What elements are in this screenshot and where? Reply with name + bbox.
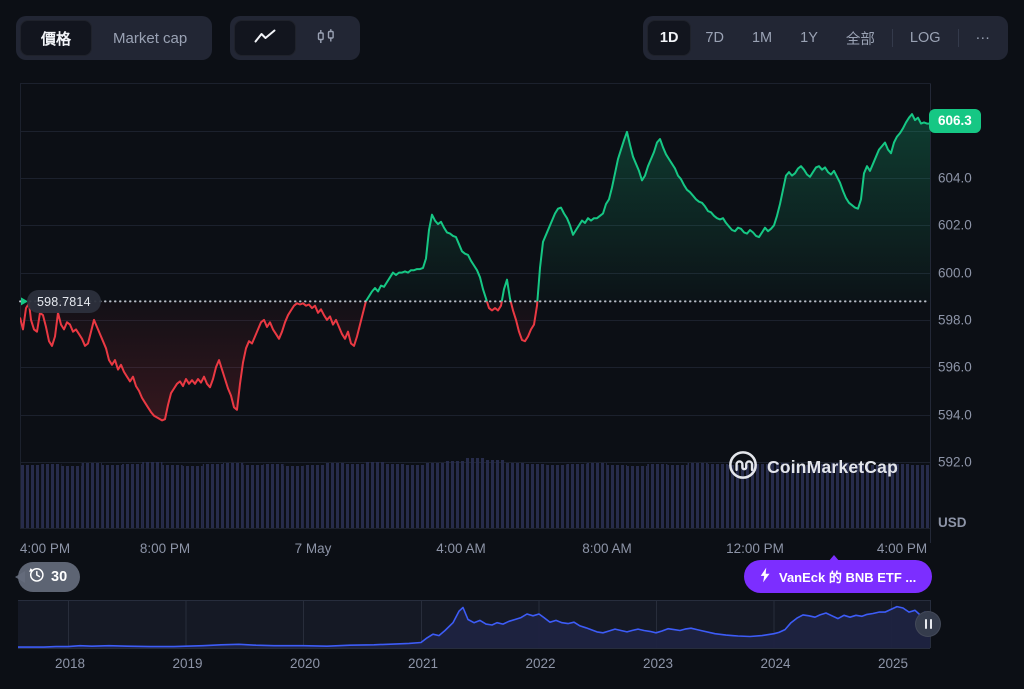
watermark-text: CoinMarketCap — [767, 457, 898, 477]
history-replay-count: 30 — [51, 569, 68, 585]
x-axis-tick-label: 8:00 PM — [139, 541, 191, 556]
x-axis-tick-label: 4:00 PM — [19, 541, 71, 556]
x-axis-tick-label: 8:00 AM — [582, 541, 632, 556]
timeline-year-label: 2025 — [877, 656, 909, 671]
range-1m[interactable]: 1M — [751, 30, 773, 46]
timeline-selection-handle[interactable] — [915, 611, 941, 637]
x-axis-tick-label: 7 May — [294, 541, 332, 556]
timeline-year-label: 2021 — [407, 656, 439, 671]
candlestick-icon — [316, 28, 336, 48]
range-1d[interactable]: 1D — [646, 20, 692, 56]
y-axis-tick-label: 600.0 — [938, 265, 972, 281]
coinmarketcap-logo-icon — [728, 450, 758, 485]
tab-price[interactable]: 價格 — [20, 20, 93, 56]
range-7d[interactable]: 7D — [705, 30, 724, 46]
y-axis-tick-label: 602.0 — [938, 217, 972, 233]
news-event-text: VanEck 的 BNB ETF ... — [779, 570, 917, 585]
price-axis-unit: USD — [938, 515, 967, 530]
chart-toolbar: 價格 Market cap 1D 7D 1M — [16, 16, 1008, 60]
current-price-badge: 606.3 — [929, 109, 981, 133]
y-axis-tick-label: 604.0 — [938, 170, 972, 186]
timeline-year-label: 2020 — [289, 656, 321, 671]
candlestick-chart-type-button[interactable] — [296, 20, 356, 56]
toolbar-divider — [891, 29, 893, 47]
y-axis-tick-label: 596.0 — [938, 359, 972, 375]
watermark: CoinMarketCap — [728, 450, 898, 485]
clock-history-icon — [28, 566, 45, 588]
more-options-button[interactable]: ··· — [975, 30, 991, 46]
y-axis-tick-label: 594.0 — [938, 407, 972, 422]
time-range-selector: 1D 7D 1M 1Y 全部 LOG ··· — [642, 16, 1008, 60]
line-chart-icon — [254, 29, 276, 47]
timeline-year-label: 2018 — [54, 656, 86, 671]
tab-market-cap[interactable]: Market cap — [113, 29, 188, 47]
toolbar-divider — [957, 29, 959, 47]
range-1y[interactable]: 1Y — [800, 30, 818, 46]
range-all[interactable]: 全部 — [845, 31, 875, 48]
line-chart-type-button[interactable] — [234, 20, 297, 56]
history-replay-badge[interactable]: 30 — [18, 562, 81, 592]
timeline-year-label: 2022 — [525, 656, 556, 671]
previous-close-label: 598.7814 — [27, 290, 101, 313]
metric-toggle: 價格 Market cap — [16, 16, 213, 60]
x-axis-tick-label: 12:00 PM — [726, 541, 784, 556]
timeline-year-label: 2019 — [172, 656, 203, 671]
timeline-year-label: 2024 — [760, 656, 791, 671]
news-event-badge[interactable]: VanEck 的 BNB ETF ... — [744, 555, 933, 593]
x-axis-tick-label: 4:00 PM — [876, 541, 928, 556]
log-scale-toggle[interactable]: LOG — [909, 30, 941, 46]
lightning-bolt-icon — [760, 567, 771, 586]
timeline-scrubber[interactable] — [18, 600, 930, 648]
y-axis-tick-label: 592.0 — [938, 454, 972, 470]
x-axis-tick-label: 4:00 AM — [436, 541, 486, 556]
chart-type-toggle — [230, 16, 361, 60]
y-axis-tick-label: 598.0 — [938, 312, 972, 328]
timeline-year-label: 2023 — [642, 656, 674, 671]
